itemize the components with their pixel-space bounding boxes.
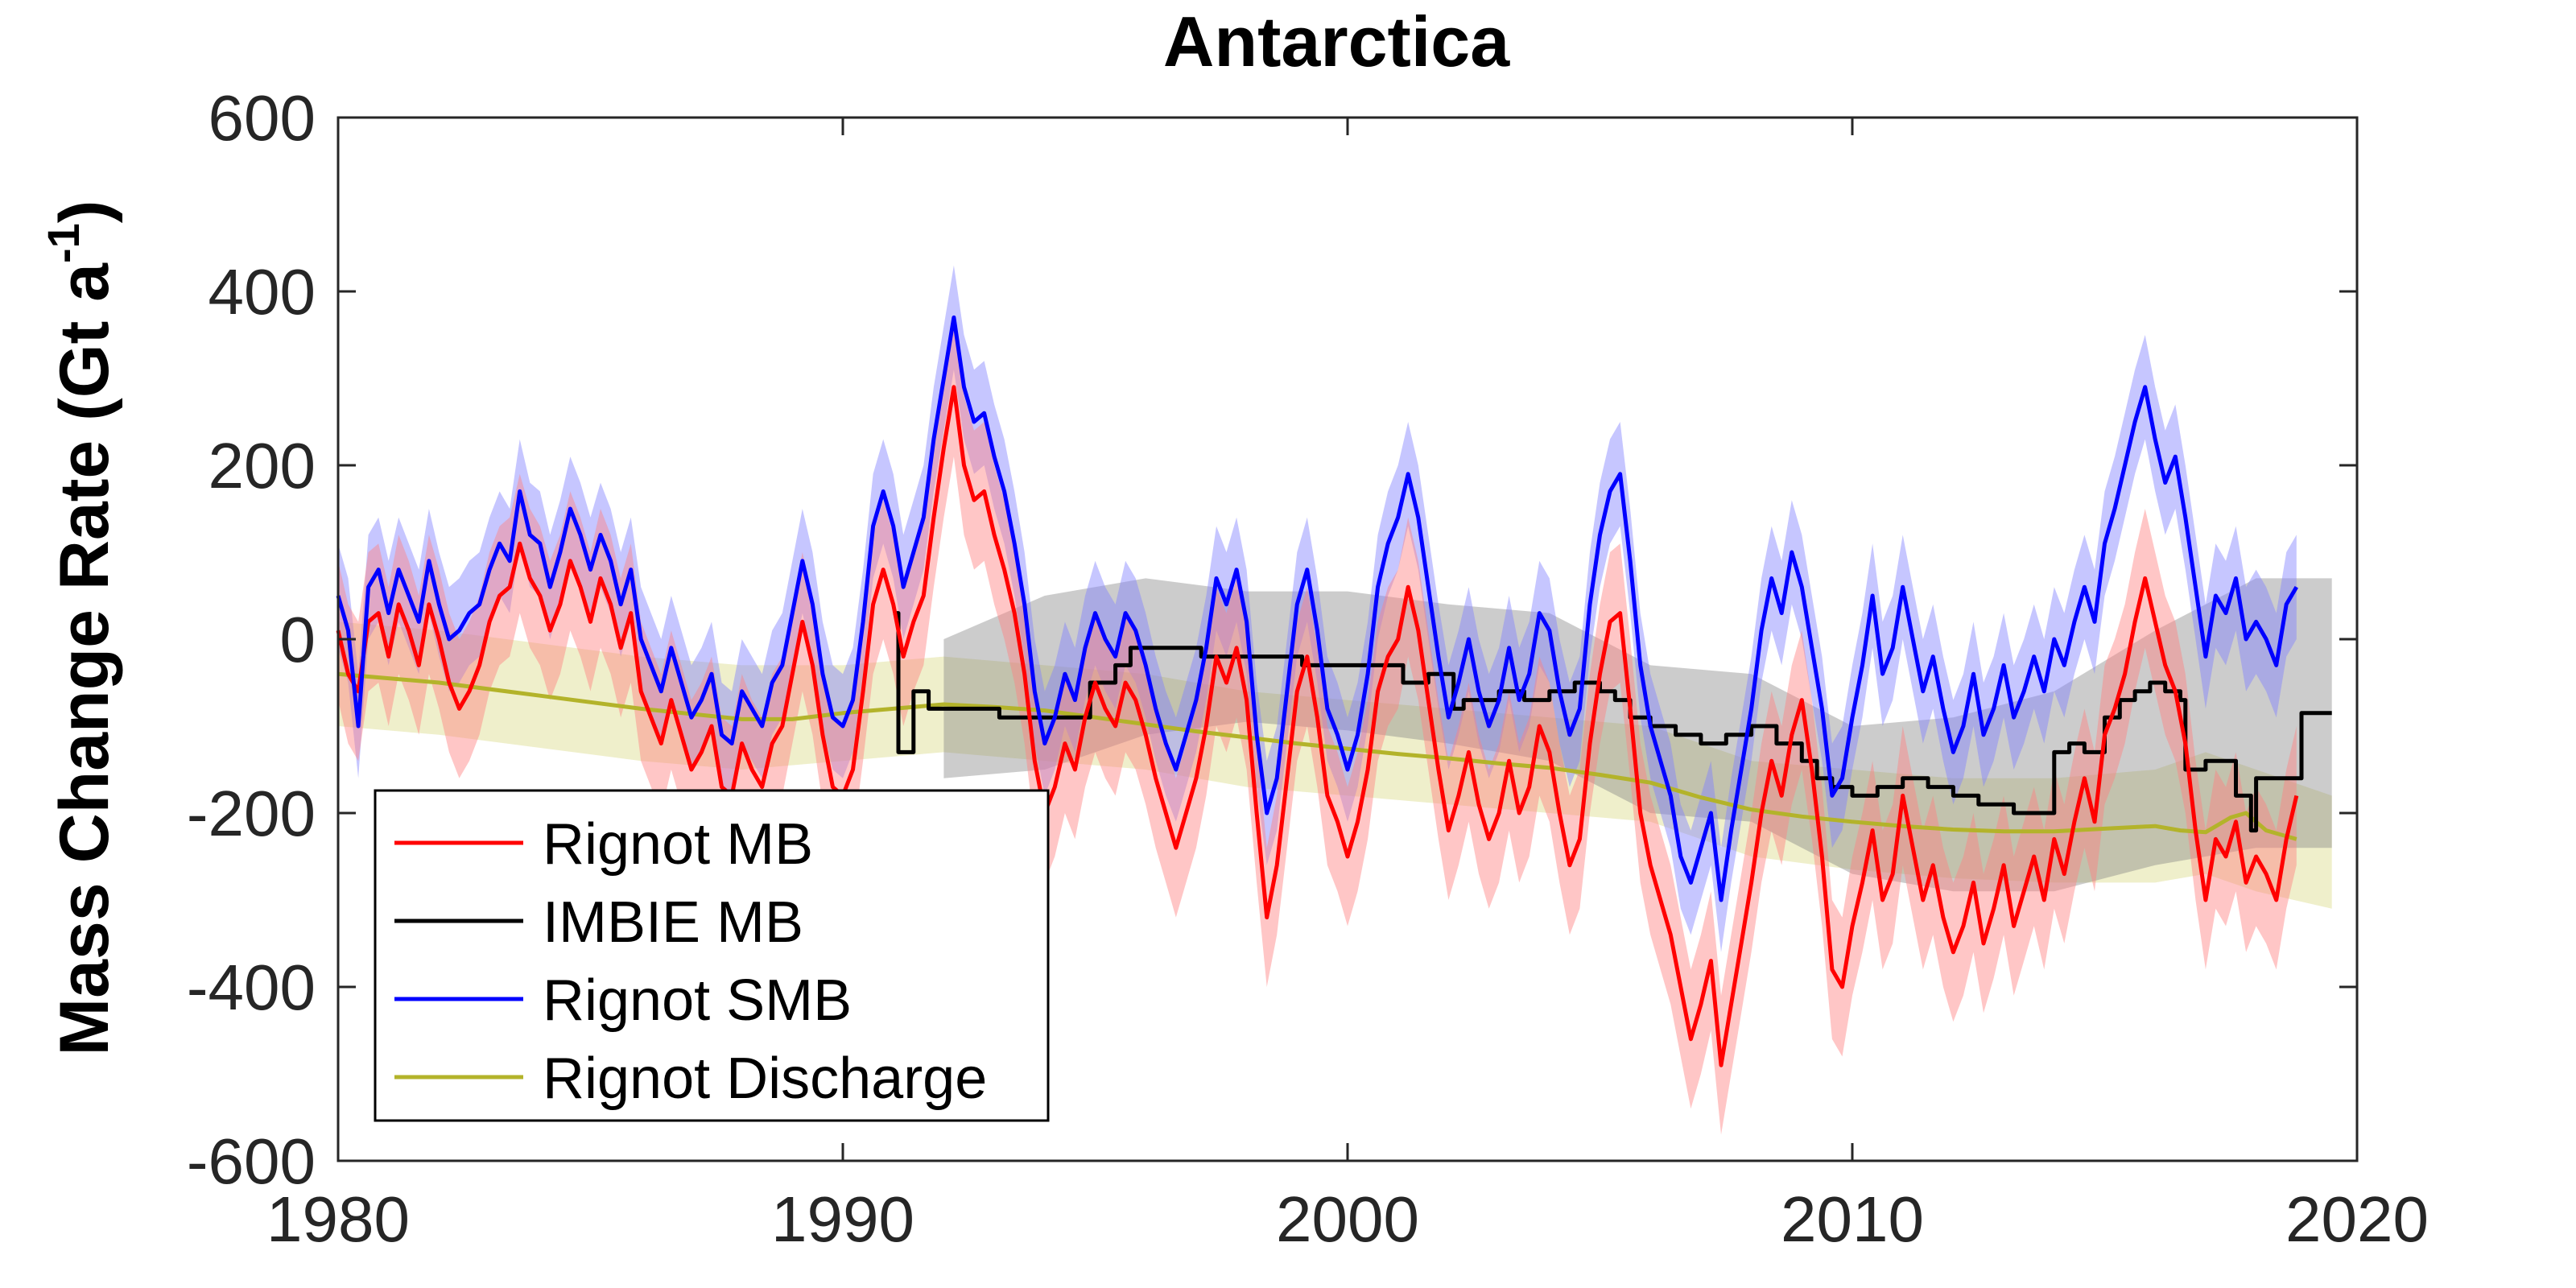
y-axis-label-end: ) <box>46 200 123 224</box>
rignot-mb-legend-label: Rignot MB <box>543 812 813 877</box>
y-tick-label: 0 <box>280 604 316 675</box>
imbie-mb-legend-label: IMBIE MB <box>543 890 803 955</box>
y-tick-label: 600 <box>208 82 316 154</box>
y-axis-label: Mass Change Rate (Gt a-1) <box>38 200 123 1056</box>
axis-ticks: 1980 1990 2000 2010 2020 -600 -400 -200 0 200 400 6… <box>187 82 2429 1255</box>
imbie-mb-line <box>893 611 2332 833</box>
y-tick-label: -200 <box>187 778 316 849</box>
rignot-smb-uncertainty-band <box>338 265 2297 952</box>
legend: Rignot MB IMBIE MB Rignot SMB Rignot Discha… <box>374 789 1050 1122</box>
rignot-smb-legend-label: Rignot SMB <box>543 968 852 1033</box>
x-tick-label: 2010 <box>1781 1183 1924 1255</box>
series-lines <box>336 315 2332 1067</box>
y-tick-label: 200 <box>208 430 316 502</box>
x-tick-label: 2020 <box>2285 1183 2429 1255</box>
x-tick-label: 1980 <box>266 1183 410 1255</box>
legend-box <box>374 789 1050 1122</box>
y-tick-label: -600 <box>187 1125 316 1197</box>
rignot-discharge-uncertainty-band <box>338 621 2332 909</box>
x-tick-label: 1990 <box>771 1183 914 1255</box>
rignot-smb-line <box>336 315 2298 902</box>
svg-text:Mass Change Rate (Gt a-1): Mass Change Rate (Gt a-1) <box>38 200 123 1056</box>
y-tick-label: 400 <box>208 256 316 328</box>
y-axis-label-main: Mass Change Rate (Gt a <box>46 262 123 1056</box>
chart-title: Antarctica <box>1163 2 1510 81</box>
y-axis-label-superscript: -1 <box>38 223 89 263</box>
y-tick-label: -400 <box>187 952 316 1023</box>
rignot-discharge-legend-label: Rignot Discharge <box>543 1046 987 1111</box>
x-tick-label: 2000 <box>1276 1183 1419 1255</box>
rignot-mb-line <box>336 385 2299 1067</box>
